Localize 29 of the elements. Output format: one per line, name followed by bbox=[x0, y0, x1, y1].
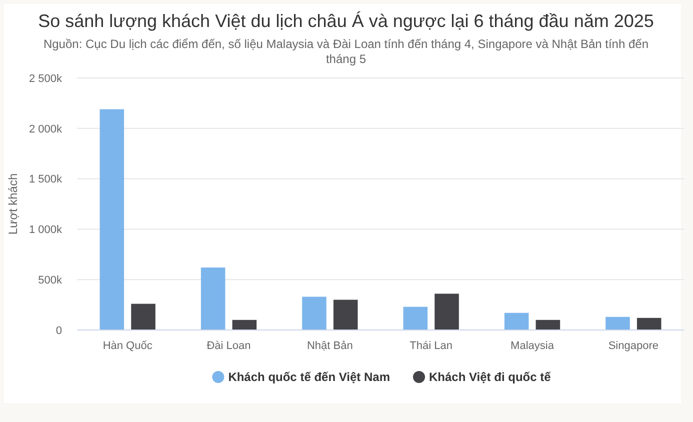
bar bbox=[606, 316, 630, 330]
bar bbox=[403, 306, 428, 330]
bar bbox=[536, 320, 560, 330]
y-axis-title: Lượt khách bbox=[6, 173, 20, 235]
bar bbox=[131, 304, 156, 330]
y-tick-label: 1 500k bbox=[28, 174, 62, 186]
y-tick-label: 0 bbox=[56, 324, 62, 337]
y-tick-label: 2 000k bbox=[28, 123, 62, 136]
bar bbox=[200, 268, 226, 330]
y-tick-label: 500k bbox=[38, 274, 62, 286]
x-tick-label: Malaysia bbox=[510, 340, 555, 352]
x-tick-label: Đài Loan bbox=[206, 340, 251, 352]
bar bbox=[504, 312, 529, 330]
bar bbox=[333, 300, 358, 330]
bar bbox=[232, 320, 257, 330]
bar bbox=[100, 109, 124, 330]
bar bbox=[636, 318, 662, 330]
chart-subtitle: Nguồn: Cục Du lịch các điểm đến, số liệu Malaysia và Đài Loan tính đến tháng 4, Singapore và Nhật Bản tính đến tháng 5 bbox=[43, 37, 649, 66]
x-tick-label: Nhật Bản bbox=[306, 340, 353, 352]
y-tick-label: 1 000k bbox=[28, 224, 62, 236]
bar bbox=[302, 296, 326, 330]
bar bbox=[434, 294, 459, 330]
x-tick-label: Thái Lan bbox=[410, 340, 452, 352]
y-tick-label: 2 500k bbox=[28, 72, 62, 85]
legend-label: Khách Việt đi quốc tế bbox=[429, 370, 552, 384]
x-tick-label: Hàn Quốc bbox=[102, 340, 153, 352]
chart-title: So sánh lượng khách Việt du lịch châu Á và ngược lại 6 tháng đầu năm 2025 bbox=[38, 11, 654, 31]
legend-label: Khách quốc tế đến Việt Nam bbox=[228, 370, 390, 384]
x-tick-label: Singapore bbox=[608, 340, 658, 352]
